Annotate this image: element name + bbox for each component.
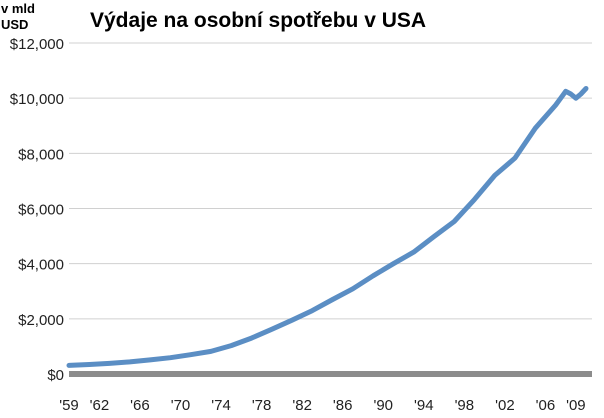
x-tick-label-11: '02: [495, 397, 515, 414]
x-tick-label-3: '70: [171, 397, 191, 414]
y-tick-label-0: $0: [47, 367, 64, 384]
x-tick-label-13: '09: [566, 397, 586, 414]
x-axis-ticks: '59 '62 '66 '70 '74 '78 '82 '86 '90 '94 '98 '02 '06 '…: [59, 397, 585, 414]
y-tick-label-6: $12,000: [10, 36, 64, 53]
x-tick-label-2: '66: [130, 397, 150, 414]
x-tick-label-7: '86: [333, 397, 353, 414]
series-line-0: [66, 86, 589, 368]
x-tick-label-0: '59: [59, 397, 79, 414]
y-axis-ticks: $0 $2,000 $4,000 $6,000 $8,000 $10,000 $12,000: [10, 36, 64, 384]
x-tick-label-1: '62: [90, 397, 110, 414]
x-tick-label-6: '82: [292, 397, 312, 414]
x-tick-label-5: '78: [252, 397, 272, 414]
x-tick-label-4: '74: [211, 397, 231, 414]
x-tick-label-9: '94: [414, 397, 434, 414]
unit-label-line1: v mld: [1, 1, 35, 16]
series-layer: [66, 86, 589, 368]
y-tick-label-4: $8,000: [18, 146, 64, 163]
y-tick-label-3: $6,000: [18, 202, 64, 219]
x-tick-label-10: '98: [455, 397, 475, 414]
y-tick-label-1: $2,000: [18, 312, 64, 329]
y-tick-label-2: $4,000: [18, 257, 64, 274]
y-tick-label-5: $10,000: [10, 91, 64, 108]
chart-title: Výdaje na osobní spotřebu v USA: [90, 9, 426, 32]
x-tick-label-12: '06: [536, 397, 556, 414]
unit-label-line2: USD: [1, 17, 28, 32]
gridlines: [69, 42, 592, 377]
x-tick-label-8: '90: [373, 397, 393, 414]
